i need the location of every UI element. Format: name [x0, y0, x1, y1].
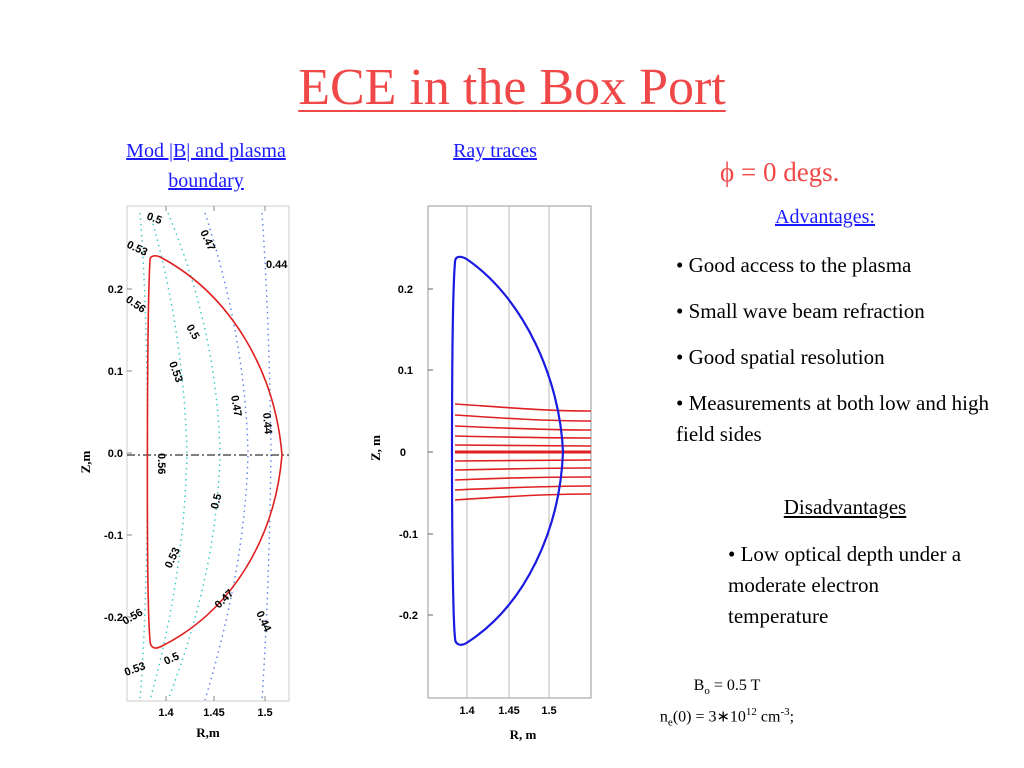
left-ticks: [127, 206, 266, 701]
contour-label: 0.56: [121, 606, 146, 627]
right-ytick-labels: 0.2 0.1 0 -0.1 -0.2: [398, 284, 418, 622]
left-ylabel: Z,m: [78, 450, 93, 473]
ytick-label: 0.1: [108, 366, 123, 378]
ytick-label: -0.1: [104, 530, 123, 542]
contour-label: 0.53: [123, 660, 147, 679]
contour-label: 0.53: [125, 239, 149, 259]
b0-symbol: B: [693, 677, 705, 694]
xtick-label: 1.45: [203, 707, 224, 719]
right-xtick-labels: 1.4 1.45 1.5: [459, 705, 556, 717]
b0-subscript: o: [704, 685, 710, 698]
right-gridlines: [466, 206, 550, 698]
right-ylabel: Z, m: [368, 435, 383, 461]
ytick-label: 0.0: [108, 448, 123, 460]
contour-label: 0.5: [145, 211, 163, 228]
contour-label: 0.5: [162, 650, 181, 667]
ytick-label: -0.1: [399, 529, 418, 541]
ytick-label: 0.2: [398, 284, 413, 296]
ray-trace: [454, 493, 592, 501]
contour-label: 0.44: [253, 609, 273, 634]
contour-label: 0.56: [155, 453, 167, 474]
contour-labels: 0.5 0.47 0.53 0.44 0.56 0.5 0.53 0.47 0.…: [121, 211, 289, 679]
slide-title: ECE in the Box Port: [298, 59, 726, 116]
ne-exponent: 12: [745, 706, 757, 719]
ne-unit-exponent: -3: [780, 706, 790, 719]
left-ytick-labels: 0.2 0.1 0.0 -0.1 -0.2: [104, 284, 123, 624]
ytick-label: 0: [400, 447, 406, 459]
contour-047: [204, 212, 249, 701]
contour-label: 0.47: [228, 394, 244, 417]
contour-label: 0.53: [163, 546, 183, 570]
advantages-list: • Good access to the plasma • Small wave…: [676, 250, 996, 465]
contour-05: [167, 212, 221, 701]
ray-trace: [454, 425, 592, 431]
disadvantages-heading: Disadvantages: [783, 495, 907, 519]
xtick-label: 1.5: [257, 707, 272, 719]
ray-trace: [454, 403, 592, 412]
advantage-item: • Good spatial resolution: [676, 345, 885, 369]
contour-label: 0.5: [183, 323, 201, 342]
contour-053: [149, 212, 188, 701]
xtick-label: 1.4: [459, 705, 475, 717]
contour-label: 0.44: [266, 259, 288, 271]
b0-parameter: Bo = 0.5 T: [628, 675, 826, 702]
right-plasma-boundary: [450, 255, 565, 646]
contour-label: 0.47: [197, 228, 217, 252]
ne-end: ;: [789, 708, 795, 726]
ne-subscript: e: [667, 716, 673, 729]
left-plot-caption: Mod |B| and plasma boundary: [96, 136, 316, 196]
contour-label: 0.44: [260, 412, 274, 435]
contour-label: 0.47: [213, 587, 237, 611]
contour-056: [139, 212, 149, 701]
left-plot-frame: [126, 205, 290, 702]
advantage-item: • Measurements at both low and high fiel…: [676, 391, 989, 446]
ray-trace: [454, 435, 592, 439]
right-plot-frame: [427, 205, 592, 699]
ytick-label: 0.1: [398, 365, 413, 377]
right-xlabel: R, m: [510, 727, 537, 742]
plasma-parameters: Bo = 0.5 T ne(0) = 3∗1012 cm-3;: [628, 675, 826, 734]
b0-value: = 0.5 T: [709, 677, 761, 694]
ray-trace: [454, 467, 592, 471]
ray-traces: [454, 403, 592, 501]
advantage-item: • Small wave beam refraction: [676, 299, 925, 323]
ne-unit: cm: [756, 708, 781, 726]
ray-trace: [454, 459, 592, 462]
contour-044: [261, 212, 272, 701]
left-caption-line1: Mod |B| and plasma: [126, 140, 286, 162]
left-xtick-labels: 1.4 1.45 1.5: [158, 707, 272, 719]
contour-label: 0.56: [123, 294, 147, 316]
xtick-label: 1.5: [541, 705, 556, 717]
ne-value: (0) = 3∗10: [672, 708, 746, 726]
ray-trace: [454, 444, 592, 447]
left-contours: [139, 212, 272, 701]
ytick-label: -0.2: [399, 610, 418, 622]
advantages-heading: Advantages:: [775, 206, 875, 228]
ytick-label: 0.2: [108, 284, 123, 296]
right-ticks: [428, 288, 433, 616]
ray-trace: [454, 414, 592, 422]
advantage-item: • Good access to the plasma: [676, 253, 912, 277]
ray-trace: [454, 485, 592, 491]
left-plasma-boundary: [146, 255, 283, 649]
ytick-label: -0.2: [104, 612, 123, 624]
disadvantage-item: • Low optical depth under a moderate ele…: [728, 542, 962, 628]
contour-label: 0.5: [209, 492, 225, 510]
left-caption-line2: boundary: [168, 170, 244, 192]
right-plot-caption: Ray traces: [453, 140, 537, 162]
ne-parameter: ne(0) = 3∗1012 cm-3;: [628, 702, 826, 734]
xtick-label: 1.45: [498, 705, 519, 717]
xtick-label: 1.4: [158, 707, 174, 719]
phi-angle-label: ϕ = 0 degs.: [720, 157, 840, 187]
left-xlabel: R,m: [196, 725, 220, 740]
ray-trace: [454, 476, 592, 481]
ne-symbol: n: [659, 708, 668, 726]
contour-label: 0.53: [166, 360, 185, 384]
